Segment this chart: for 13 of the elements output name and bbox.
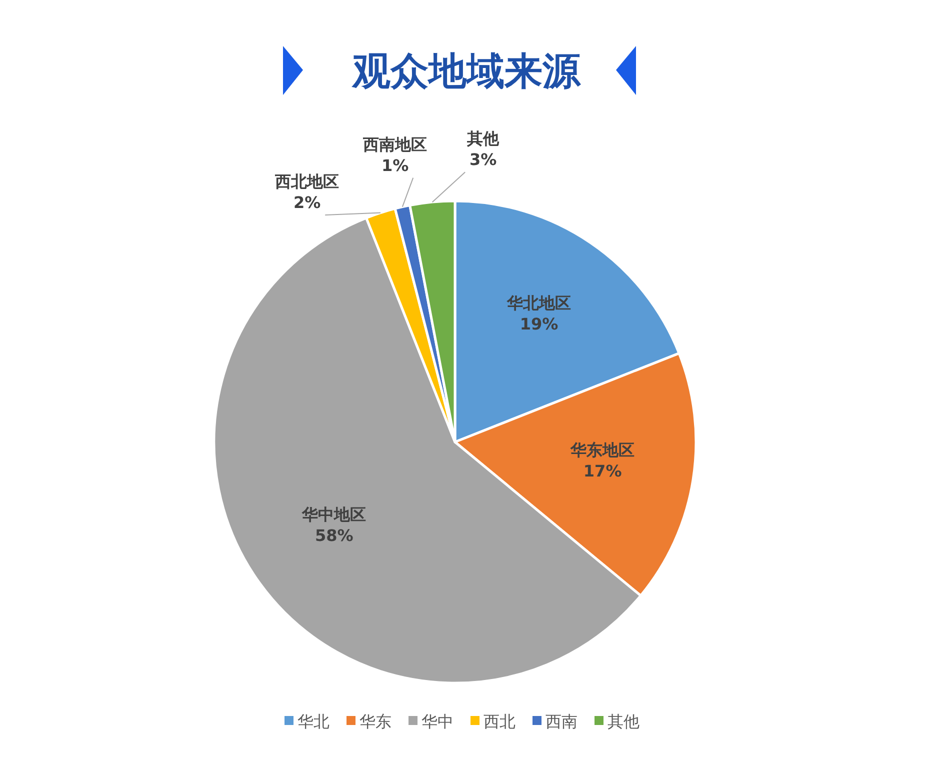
- data-label: 西南地区 1%: [362, 134, 428, 175]
- data-label: 华北地区 19%: [506, 293, 571, 334]
- legend-label: 西北: [484, 712, 516, 731]
- legend-label: 其他: [608, 712, 640, 731]
- legend-label: 华中: [422, 712, 454, 731]
- legend-label: 华北: [298, 712, 330, 731]
- legend-label: 华东: [360, 712, 392, 731]
- chart-title: 观众地域来源: [352, 49, 582, 93]
- data-label: 其他 3%: [466, 129, 500, 170]
- data-label: 华东地区 17%: [570, 440, 635, 480]
- legend-label: 西南: [546, 712, 578, 731]
- data-label: 西北地区 2%: [274, 172, 340, 212]
- data-label: 华中地区 58%: [301, 504, 366, 545]
